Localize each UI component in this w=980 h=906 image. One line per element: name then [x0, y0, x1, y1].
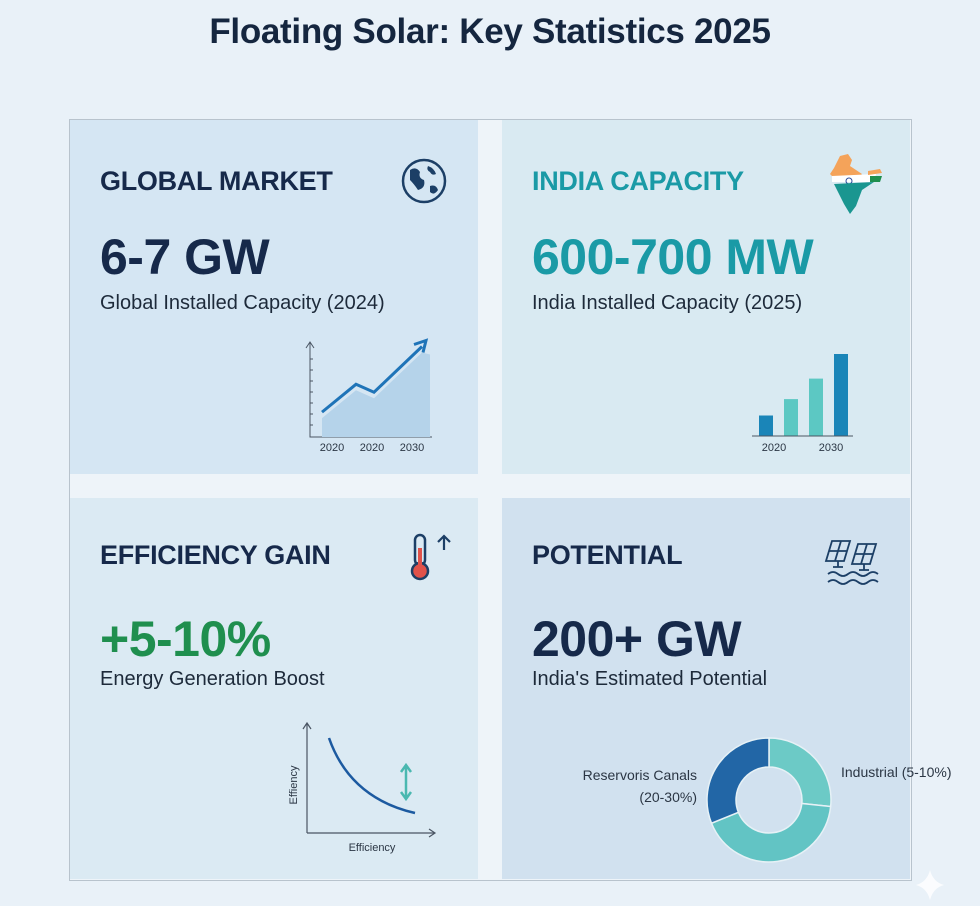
bar	[809, 378, 823, 436]
card-efficiency-gain: EFFICIENCY GAIN +5-10% Energy Generation…	[70, 498, 478, 879]
card-heading: GLOBAL MARKET	[100, 166, 333, 196]
efficiency-curve	[327, 737, 416, 815]
x-axis	[307, 828, 437, 838]
donut-label-reservoirs: Reservoris Canals (20-30%)	[582, 767, 697, 805]
capacity-bar-chart: 2020 2030	[752, 354, 853, 454]
bar	[759, 415, 773, 436]
x-axis-label: Efficiency	[349, 842, 396, 854]
x-tick-label: 2020	[360, 442, 384, 454]
page-title: Floating Solar: Key Statistics 2025	[209, 12, 771, 51]
donut-label-industrial: Industrial (5-10%)	[841, 764, 952, 780]
bar	[834, 354, 848, 436]
card-subtitle: Global Installed Capacity (2024)	[100, 292, 385, 314]
globe-icon	[401, 158, 447, 204]
card-india-capacity: INDIA CAPACITY 600-700 MW India Installe…	[502, 120, 910, 474]
floating-solar-panels-icon	[824, 540, 879, 585]
arrow-head-icon	[413, 338, 429, 353]
card-subtitle: India's Estimated Potential	[532, 668, 768, 690]
donut-slice	[768, 737, 832, 808]
card-value: +5-10%	[100, 611, 271, 667]
trend-line	[321, 345, 424, 414]
card-subtitle: Energy Generation Boost	[100, 668, 325, 690]
card-potential: POTENTIAL 200+ GW India's Estimated Pote…	[502, 498, 952, 879]
card-global-market: GLOBAL MARKET 6-7 GW Global Installed Ca…	[70, 120, 478, 474]
x-tick-label: 2020	[762, 442, 786, 454]
card-heading: POTENTIAL	[532, 540, 683, 570]
card-heading: INDIA CAPACITY	[532, 166, 744, 196]
x-tick-label: 2030	[400, 442, 424, 454]
y-axis-label: Effiency	[288, 765, 300, 804]
thermometer-up-icon	[410, 533, 451, 581]
y-axis	[302, 721, 312, 833]
capacity-area-chart: 2020 2020 2030	[305, 338, 432, 454]
efficiency-curve-chart: Efficiency Effiency	[288, 721, 437, 854]
india-map-flag-icon	[830, 154, 882, 214]
card-heading: EFFICIENCY GAIN	[100, 540, 331, 570]
area-fill	[322, 352, 430, 437]
card-value: 600-700 MW	[532, 229, 814, 285]
donut-slice	[710, 802, 832, 863]
bar	[784, 399, 798, 436]
double-arrow-icon	[399, 762, 413, 802]
potential-donut-chart: Industrial (5-10%)	[706, 737, 952, 863]
x-tick-label: 2030	[819, 442, 843, 454]
donut-slice	[706, 737, 770, 825]
card-value: 6-7 GW	[100, 229, 270, 285]
card-subtitle: India Installed Capacity (2025)	[532, 292, 803, 314]
x-tick-label: 2020	[320, 442, 344, 454]
card-value: 200+ GW	[532, 611, 742, 667]
